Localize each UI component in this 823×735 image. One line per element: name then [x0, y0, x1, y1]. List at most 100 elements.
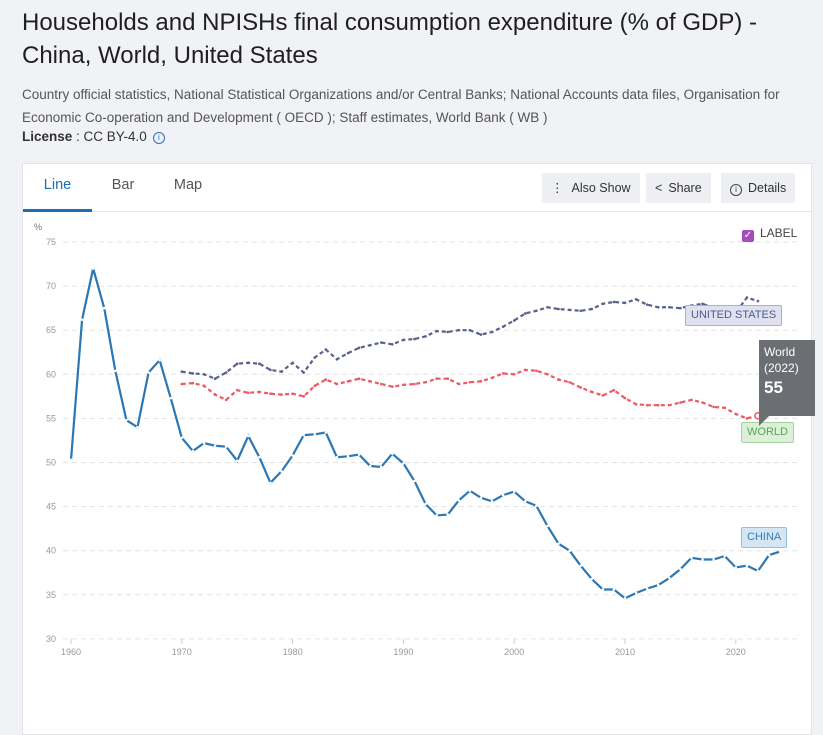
x-tick-label: 1980 — [283, 647, 303, 657]
data-point — [557, 307, 560, 311]
data-point — [235, 388, 239, 392]
page-title: Households and NPISHs final consumption … — [22, 9, 758, 69]
data-point — [313, 384, 317, 388]
data-point — [202, 373, 206, 376]
tab-line[interactable]: Line — [23, 164, 92, 212]
label-toggle-text: LABEL — [760, 226, 798, 240]
y-tick-label: 30 — [46, 634, 56, 644]
data-point — [335, 455, 339, 459]
y-tick-label: 35 — [46, 590, 56, 600]
data-point — [246, 391, 250, 395]
data-point — [379, 341, 383, 344]
data-point — [280, 470, 283, 473]
data-point — [269, 481, 272, 485]
series-line-china — [69, 268, 781, 600]
x-tick-label: 1990 — [393, 647, 413, 657]
data-point — [590, 390, 594, 394]
data-point — [169, 396, 173, 400]
data-point — [490, 500, 494, 503]
data-point — [745, 417, 749, 420]
x-tick-label: 2010 — [615, 647, 635, 657]
series-line-united-states — [181, 296, 759, 380]
y-tick-label: 45 — [46, 502, 56, 512]
data-point — [424, 380, 427, 384]
data-point — [435, 377, 438, 381]
data-point — [623, 396, 627, 400]
data-point — [80, 318, 84, 321]
y-tick-label: 75 — [46, 237, 56, 247]
data-point — [501, 372, 505, 375]
data-point — [468, 380, 472, 384]
data-point — [357, 346, 361, 350]
data-point — [102, 306, 106, 310]
data-point — [335, 382, 339, 386]
data-point — [479, 380, 483, 383]
data-point — [612, 300, 616, 304]
data-point — [579, 309, 582, 313]
tab-bar[interactable]: Bar — [111, 177, 135, 193]
data-point — [568, 308, 571, 312]
data-point — [202, 384, 206, 388]
share-button[interactable]: < Share — [646, 173, 711, 203]
y-tick-label: 40 — [46, 546, 56, 556]
data-point — [479, 496, 483, 500]
data-point — [402, 383, 405, 387]
data-point — [235, 362, 239, 366]
data-point — [413, 382, 416, 386]
series-line-world — [181, 368, 759, 420]
data-point — [379, 465, 383, 469]
data-point — [590, 307, 594, 311]
data-point — [391, 385, 394, 388]
label-toggle[interactable]: ✓ LABEL — [742, 226, 797, 242]
y-tick-label: 55 — [46, 413, 56, 423]
data-point — [501, 493, 505, 497]
data-point — [180, 382, 184, 386]
data-point — [568, 380, 571, 384]
data-point — [745, 564, 749, 567]
data-point — [180, 436, 184, 440]
details-button[interactable]: i Details — [721, 173, 796, 203]
data-point — [324, 431, 328, 434]
y-axis-unit: % — [34, 222, 42, 232]
data-point — [235, 459, 239, 463]
data-point — [213, 444, 217, 448]
data-point — [224, 445, 228, 448]
data-point — [523, 500, 527, 503]
data-point — [291, 361, 294, 365]
data-point — [136, 425, 139, 429]
also-show-button[interactable]: ⋮ Also Show — [542, 173, 640, 203]
data-point — [191, 381, 195, 385]
data-point — [313, 432, 317, 436]
data-point — [557, 542, 560, 545]
data-point — [302, 395, 305, 398]
data-point — [91, 267, 95, 270]
data-point — [568, 549, 571, 552]
data-point — [379, 382, 383, 386]
data-point — [457, 499, 461, 502]
series-label-china: CHINA — [741, 527, 788, 548]
data-point — [158, 358, 161, 362]
tooltip-year: (2022) — [764, 361, 799, 375]
data-point — [269, 368, 272, 372]
data-point — [402, 462, 405, 465]
data-point — [490, 330, 494, 334]
data-point — [756, 299, 760, 303]
data-point — [324, 348, 328, 351]
info-icon[interactable]: i — [152, 132, 165, 144]
data-point — [346, 380, 350, 383]
y-tick-label: 60 — [46, 369, 56, 379]
data-point — [224, 371, 228, 374]
data-point — [346, 351, 350, 355]
chart-card: Line Bar Map ⋮ Also Show < Share i Details … — [22, 163, 815, 735]
data-point — [402, 338, 405, 342]
data-point — [280, 393, 283, 396]
data-point — [656, 403, 660, 407]
data-point — [535, 309, 538, 313]
data-point — [213, 377, 217, 381]
info-circle-icon: i — [730, 184, 742, 196]
also-show-label: Also Show — [571, 181, 631, 195]
data-point — [413, 337, 416, 341]
data-point — [546, 524, 549, 528]
tab-map[interactable]: Map — [173, 177, 203, 193]
data-point — [668, 403, 671, 407]
